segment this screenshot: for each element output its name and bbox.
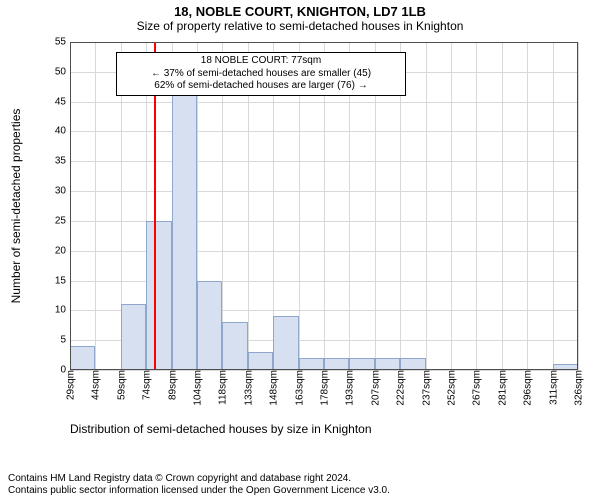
annotation-line2: ← 37% of semi-detached houses are smalle…: [123, 68, 399, 81]
footer-line1: Contains HM Land Registry data © Crown c…: [8, 473, 592, 485]
xtick-label: 133sqm: [241, 370, 254, 406]
xtick-label: 74sqm: [140, 370, 153, 400]
xtick-label: 104sqm: [191, 370, 204, 406]
ytick-label: 5: [60, 335, 70, 346]
xtick-label: 267sqm: [470, 370, 483, 406]
xtick-label: 44sqm: [89, 370, 102, 400]
ytick-label: 35: [55, 156, 70, 167]
histogram-bar: [349, 358, 374, 370]
xtick-label: 193sqm: [343, 370, 356, 406]
footer-line2: Contains public sector information licen…: [8, 485, 592, 497]
annotation-box: 18 NOBLE COURT: 77sqm ← 37% of semi-deta…: [116, 52, 406, 96]
footer: Contains HM Land Registry data © Crown c…: [8, 473, 592, 496]
ytick-label: 55: [55, 37, 70, 48]
gridline-v: [95, 42, 96, 370]
histogram-bar: [299, 358, 324, 370]
xtick-label: 222sqm: [394, 370, 407, 406]
x-axis-label: Distribution of semi-detached houses by …: [70, 422, 578, 436]
annotation-line3: 62% of semi-detached houses are larger (…: [123, 80, 399, 93]
ytick-label: 10: [55, 305, 70, 316]
ytick-label: 20: [55, 245, 70, 256]
gridline-v: [502, 42, 503, 370]
xtick-label: 252sqm: [445, 370, 458, 406]
ytick-label: 30: [55, 186, 70, 197]
gridline-v: [553, 42, 554, 370]
histogram-bar: [146, 221, 171, 370]
xtick-label: 59sqm: [114, 370, 127, 400]
chart-container: 18, NOBLE COURT, KNIGHTON, LD7 1LB Size …: [0, 0, 600, 500]
xtick-label: 148sqm: [267, 370, 280, 406]
gridline-v: [426, 42, 427, 370]
histogram-bar: [375, 358, 400, 370]
gridline-v: [451, 42, 452, 370]
chart-subtitle: Size of property relative to semi-detach…: [0, 19, 600, 33]
xtick-label: 163sqm: [292, 370, 305, 406]
gridline-v: [578, 42, 579, 370]
gridline-v: [70, 42, 71, 370]
ytick-label: 50: [55, 66, 70, 77]
histogram-bar: [222, 322, 247, 370]
xtick-label: 178sqm: [318, 370, 331, 406]
xtick-label: 237sqm: [419, 370, 432, 406]
histogram-bar: [553, 364, 578, 370]
histogram-bar: [172, 66, 197, 370]
chart-plot-area: 051015202530354045505529sqm44sqm59sqm74s…: [70, 42, 578, 370]
histogram-bar: [197, 281, 222, 370]
histogram-bar: [70, 346, 95, 370]
annotation-line1: 18 NOBLE COURT: 77sqm: [123, 55, 399, 68]
histogram-bar: [400, 358, 425, 370]
gridline-v: [527, 42, 528, 370]
histogram-bar: [248, 352, 273, 370]
histogram-bar: [324, 358, 349, 370]
ytick-label: 40: [55, 126, 70, 137]
xtick-label: 296sqm: [521, 370, 534, 406]
xtick-label: 207sqm: [368, 370, 381, 406]
histogram-bar: [273, 316, 298, 370]
xtick-label: 118sqm: [216, 370, 229, 405]
y-axis-label: Number of semi-detached properties: [9, 109, 23, 304]
xtick-label: 311sqm: [546, 370, 559, 405]
ytick-label: 45: [55, 96, 70, 107]
ytick-label: 25: [55, 215, 70, 226]
histogram-bar: [121, 304, 146, 370]
xtick-label: 326sqm: [572, 370, 585, 406]
xtick-label: 281sqm: [495, 370, 508, 406]
gridline-v: [476, 42, 477, 370]
xtick-label: 89sqm: [165, 370, 178, 400]
ytick-label: 15: [55, 275, 70, 286]
chart-title: 18, NOBLE COURT, KNIGHTON, LD7 1LB: [0, 0, 600, 19]
xtick-label: 29sqm: [64, 370, 77, 400]
